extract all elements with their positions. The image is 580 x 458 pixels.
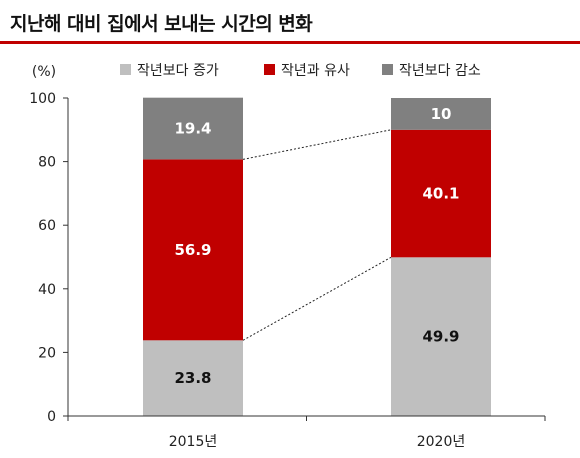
data-label: 10 [431,105,452,123]
legend-label: 작년과 유사 [281,63,350,79]
bar-segment [391,129,491,258]
y-tick-label: 0 [47,409,56,425]
legend-label: 작년보다 감소 [399,63,481,79]
x-tick-label: 2015년 [169,434,218,450]
y-axis-unit: (%) [32,64,56,80]
y-tick-label: 20 [38,345,56,361]
chart-title: 지난해 대비 집에서 보내는 시간의 변화 [10,13,313,35]
bar-segment [143,159,243,341]
data-label: 19.4 [174,120,211,138]
connector-lines [242,129,392,341]
connector-line [242,256,392,341]
data-label: 23.8 [174,369,211,387]
legend: 작년보다 증가 작년과 유사 작년보다 감소 [120,63,481,79]
bars: 23.8 56.9 19.4 49.9 40.1 10 [143,97,491,416]
legend-swatch [264,64,275,75]
y-tick-label: 100 [29,91,56,107]
data-label: 49.9 [422,328,459,346]
legend-swatch [382,64,393,75]
y-tick-label: 80 [38,155,56,171]
connector-line [242,129,392,160]
legend-label: 작년보다 증가 [137,63,219,79]
y-tick-label: 40 [38,282,56,298]
y-tick-label: 60 [38,218,56,234]
bar-segment [143,97,243,160]
bar-segment [391,98,491,130]
data-label: 56.9 [174,241,211,259]
legend-swatch [120,64,131,75]
title-divider [0,41,580,44]
data-label: 40.1 [422,185,459,203]
bar-segment [391,257,491,416]
y-axis: 0 20 40 60 80 100 [29,91,69,425]
x-axis: 2015년 2020년 [67,415,546,450]
x-tick-label: 2020년 [417,434,466,450]
bar-segment [143,340,243,416]
